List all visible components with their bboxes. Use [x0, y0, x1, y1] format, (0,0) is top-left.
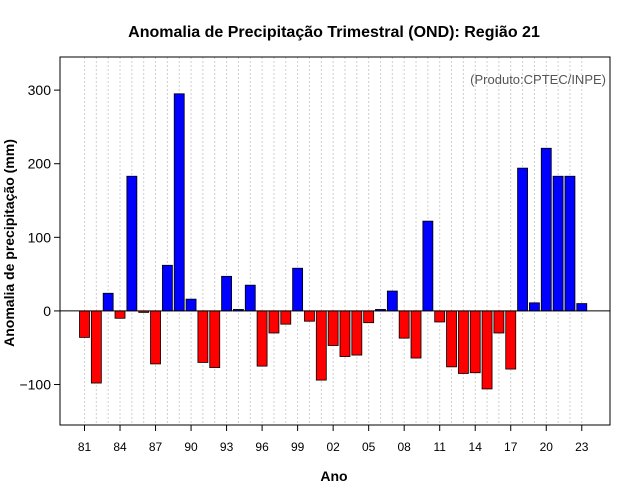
- bar-1983: [102, 292, 114, 312]
- x-tick-label: 17: [504, 440, 518, 454]
- bar-1988: [161, 264, 173, 312]
- x-axis-label: Ano: [320, 468, 347, 484]
- x-tick-label: 84: [113, 440, 127, 454]
- bar-1992: [209, 310, 221, 368]
- bar-2000: [304, 310, 315, 322]
- bar-2008: [398, 310, 410, 339]
- bar-1995: [244, 284, 256, 312]
- bar-2015: [481, 310, 493, 390]
- x-tick-label: 08: [398, 440, 412, 454]
- bar-2012: [446, 310, 457, 368]
- bar-2009: [410, 310, 422, 359]
- bar-1993: [221, 275, 232, 312]
- bar-1989: [173, 93, 185, 312]
- x-tick-label: 99: [291, 440, 305, 454]
- vertical-gridlines: [84, 57, 583, 425]
- y-tick-label: −100: [19, 377, 51, 393]
- plot-frame: [59, 56, 611, 426]
- bar-2002: [327, 310, 339, 346]
- bar-1987: [150, 310, 161, 365]
- bar-1990: [185, 298, 197, 312]
- x-tick-label: 23: [575, 440, 589, 454]
- x-axis: 81 84 87 90 93 96 99 02 05 08 11 14 17 20 23: [78, 425, 589, 454]
- bar-1991: [197, 310, 209, 363]
- x-tick-label: 14: [469, 440, 483, 454]
- bar-1996: [256, 310, 268, 367]
- x-tick-label: 93: [220, 440, 234, 454]
- bar-2018: [517, 167, 528, 312]
- chart-title: Anomalia de Precipitação Trimestral (OND…: [128, 24, 540, 41]
- x-tick-label: 20: [540, 440, 554, 454]
- y-tick-label: 300: [28, 82, 52, 98]
- bar-1984: [114, 310, 126, 319]
- y-axis: −100 0 100 200 300: [19, 82, 60, 393]
- bar-2020: [540, 147, 552, 312]
- y-tick-label: 100: [28, 229, 52, 245]
- x-tick-label: 11: [433, 440, 446, 454]
- bar-1997: [268, 310, 280, 334]
- bar-2021: [552, 175, 564, 312]
- bar-2022: [564, 175, 576, 312]
- x-tick-label: 90: [184, 440, 198, 454]
- bar-2001: [315, 310, 327, 381]
- bar-1998: [280, 310, 292, 325]
- x-tick-label: 05: [362, 440, 376, 454]
- bar-2011: [434, 310, 446, 323]
- x-tick-label: 81: [78, 440, 92, 454]
- bar-2010: [422, 220, 434, 312]
- bar-2005: [363, 310, 375, 324]
- bar-2003: [339, 310, 351, 357]
- bars-group: [79, 93, 588, 390]
- bar-2019: [529, 302, 540, 312]
- bar-1999: [292, 267, 304, 312]
- bar-2016: [493, 310, 505, 334]
- bar-2023: [576, 303, 588, 312]
- chart-annotation: (Produto:CPTEC/INPE): [470, 72, 606, 87]
- x-tick-label: 96: [255, 440, 269, 454]
- x-tick-label: 02: [326, 440, 340, 454]
- x-tick-label: 87: [149, 440, 163, 454]
- y-tick-label: 200: [28, 156, 52, 172]
- y-tick-label: 0: [43, 303, 51, 319]
- bar-2013: [457, 310, 469, 374]
- bar-2017: [505, 310, 517, 370]
- bar-1982: [90, 310, 102, 384]
- bar-2004: [351, 310, 363, 356]
- bar-1981: [79, 310, 90, 338]
- bar-1985: [126, 175, 138, 312]
- bar-2007: [386, 290, 398, 312]
- y-axis-label: Anomalia de precipitação (mm): [1, 139, 17, 347]
- bar-2014: [469, 310, 481, 374]
